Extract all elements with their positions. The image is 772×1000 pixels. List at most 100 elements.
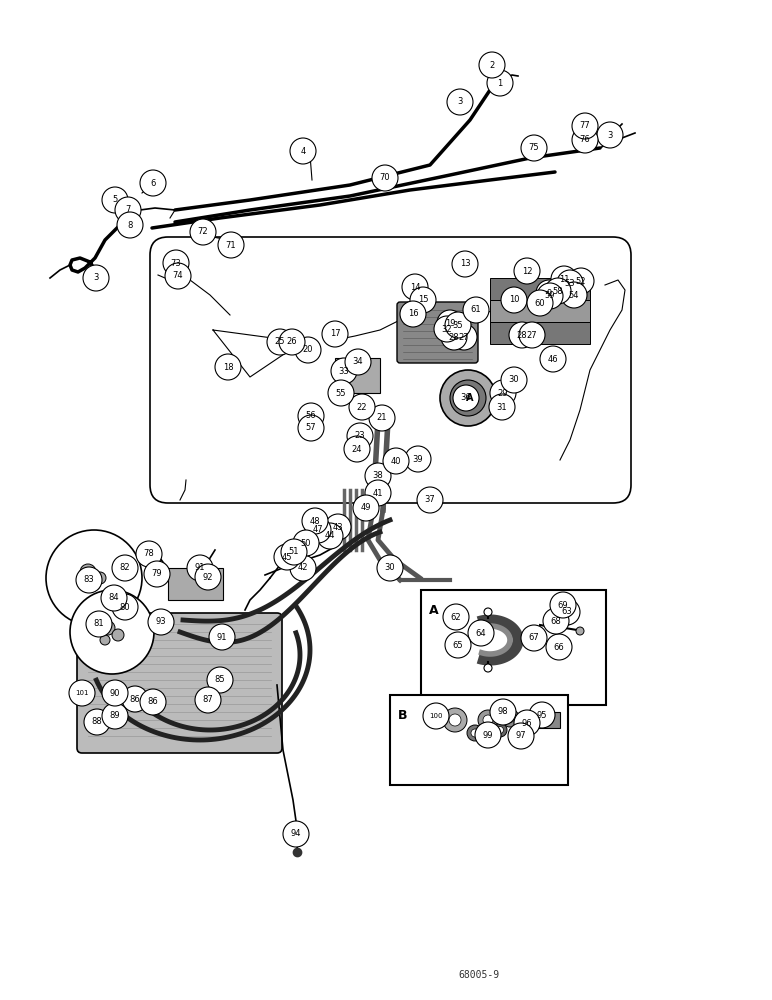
Circle shape — [501, 709, 519, 727]
Text: 88: 88 — [92, 718, 103, 726]
Circle shape — [467, 725, 483, 741]
Text: 27: 27 — [527, 330, 537, 340]
Text: 91: 91 — [217, 633, 227, 642]
Text: 25: 25 — [275, 338, 285, 347]
Text: 48: 48 — [310, 516, 320, 526]
Circle shape — [345, 349, 371, 375]
Circle shape — [478, 710, 498, 730]
Circle shape — [483, 715, 493, 725]
Circle shape — [372, 165, 398, 191]
Circle shape — [325, 514, 351, 540]
Circle shape — [195, 564, 221, 590]
Text: 80: 80 — [120, 602, 130, 611]
Circle shape — [290, 555, 316, 581]
Text: 38: 38 — [373, 472, 384, 481]
Circle shape — [293, 530, 319, 556]
Circle shape — [349, 394, 375, 420]
Circle shape — [112, 629, 124, 641]
Text: 55: 55 — [336, 388, 347, 397]
Circle shape — [207, 667, 233, 693]
Circle shape — [290, 138, 316, 164]
Circle shape — [298, 403, 324, 429]
Text: 4: 4 — [300, 146, 306, 155]
Text: 77: 77 — [580, 121, 591, 130]
Text: 43: 43 — [333, 522, 344, 532]
Text: 22: 22 — [357, 402, 367, 412]
Text: 86: 86 — [147, 698, 158, 706]
Circle shape — [572, 127, 598, 153]
Circle shape — [322, 321, 348, 347]
Text: 61: 61 — [471, 306, 481, 314]
Text: 67: 67 — [529, 634, 540, 643]
Text: A: A — [429, 604, 438, 617]
Circle shape — [122, 686, 148, 712]
Text: 40: 40 — [391, 456, 401, 466]
Text: 16: 16 — [408, 310, 418, 318]
Text: 84: 84 — [109, 593, 120, 602]
Text: 54: 54 — [569, 290, 579, 300]
Text: 51: 51 — [289, 548, 300, 556]
Circle shape — [527, 290, 553, 316]
Text: 3: 3 — [608, 130, 613, 139]
Circle shape — [447, 89, 473, 115]
Text: 81: 81 — [93, 619, 104, 629]
Text: 76: 76 — [580, 135, 591, 144]
Circle shape — [445, 632, 471, 658]
Circle shape — [117, 212, 143, 238]
Circle shape — [402, 274, 428, 300]
Circle shape — [543, 608, 569, 634]
Circle shape — [471, 729, 479, 737]
Circle shape — [80, 564, 96, 580]
Circle shape — [331, 358, 357, 384]
Circle shape — [209, 624, 235, 650]
Circle shape — [400, 301, 426, 327]
Circle shape — [529, 702, 555, 728]
Circle shape — [163, 250, 189, 276]
Circle shape — [165, 263, 191, 289]
Circle shape — [597, 122, 623, 148]
Text: 36: 36 — [461, 393, 472, 402]
Circle shape — [557, 270, 583, 296]
Circle shape — [365, 480, 391, 506]
Text: 96: 96 — [522, 718, 533, 728]
Circle shape — [436, 714, 444, 722]
Circle shape — [519, 322, 545, 348]
Text: 29: 29 — [498, 388, 508, 397]
Text: 14: 14 — [410, 282, 420, 292]
Text: 37: 37 — [425, 495, 435, 504]
Circle shape — [561, 282, 587, 308]
Text: 19: 19 — [445, 318, 455, 328]
Text: 9: 9 — [547, 288, 552, 298]
Circle shape — [283, 821, 309, 847]
Text: 82: 82 — [120, 564, 130, 572]
Circle shape — [344, 436, 370, 462]
Text: 45: 45 — [282, 552, 293, 562]
Circle shape — [484, 608, 492, 616]
Circle shape — [140, 170, 166, 196]
Circle shape — [479, 52, 505, 78]
Circle shape — [274, 544, 300, 570]
Bar — [168, 568, 223, 600]
Circle shape — [453, 385, 479, 411]
Text: 31: 31 — [496, 402, 507, 412]
Text: 28: 28 — [516, 330, 527, 340]
Circle shape — [102, 703, 128, 729]
Text: 74: 74 — [173, 271, 183, 280]
Circle shape — [83, 265, 109, 291]
Text: 95: 95 — [537, 710, 547, 720]
Text: 64: 64 — [476, 629, 486, 638]
Text: 34: 34 — [353, 358, 364, 366]
Circle shape — [112, 594, 138, 620]
FancyBboxPatch shape — [397, 302, 478, 363]
Text: 27: 27 — [459, 332, 469, 342]
Circle shape — [484, 664, 492, 672]
Text: 71: 71 — [225, 240, 236, 249]
Circle shape — [140, 689, 166, 715]
Circle shape — [568, 268, 594, 294]
Circle shape — [94, 572, 106, 584]
Circle shape — [564, 617, 572, 625]
Circle shape — [369, 405, 395, 431]
Circle shape — [554, 599, 580, 625]
Circle shape — [443, 708, 467, 732]
Circle shape — [347, 423, 373, 449]
